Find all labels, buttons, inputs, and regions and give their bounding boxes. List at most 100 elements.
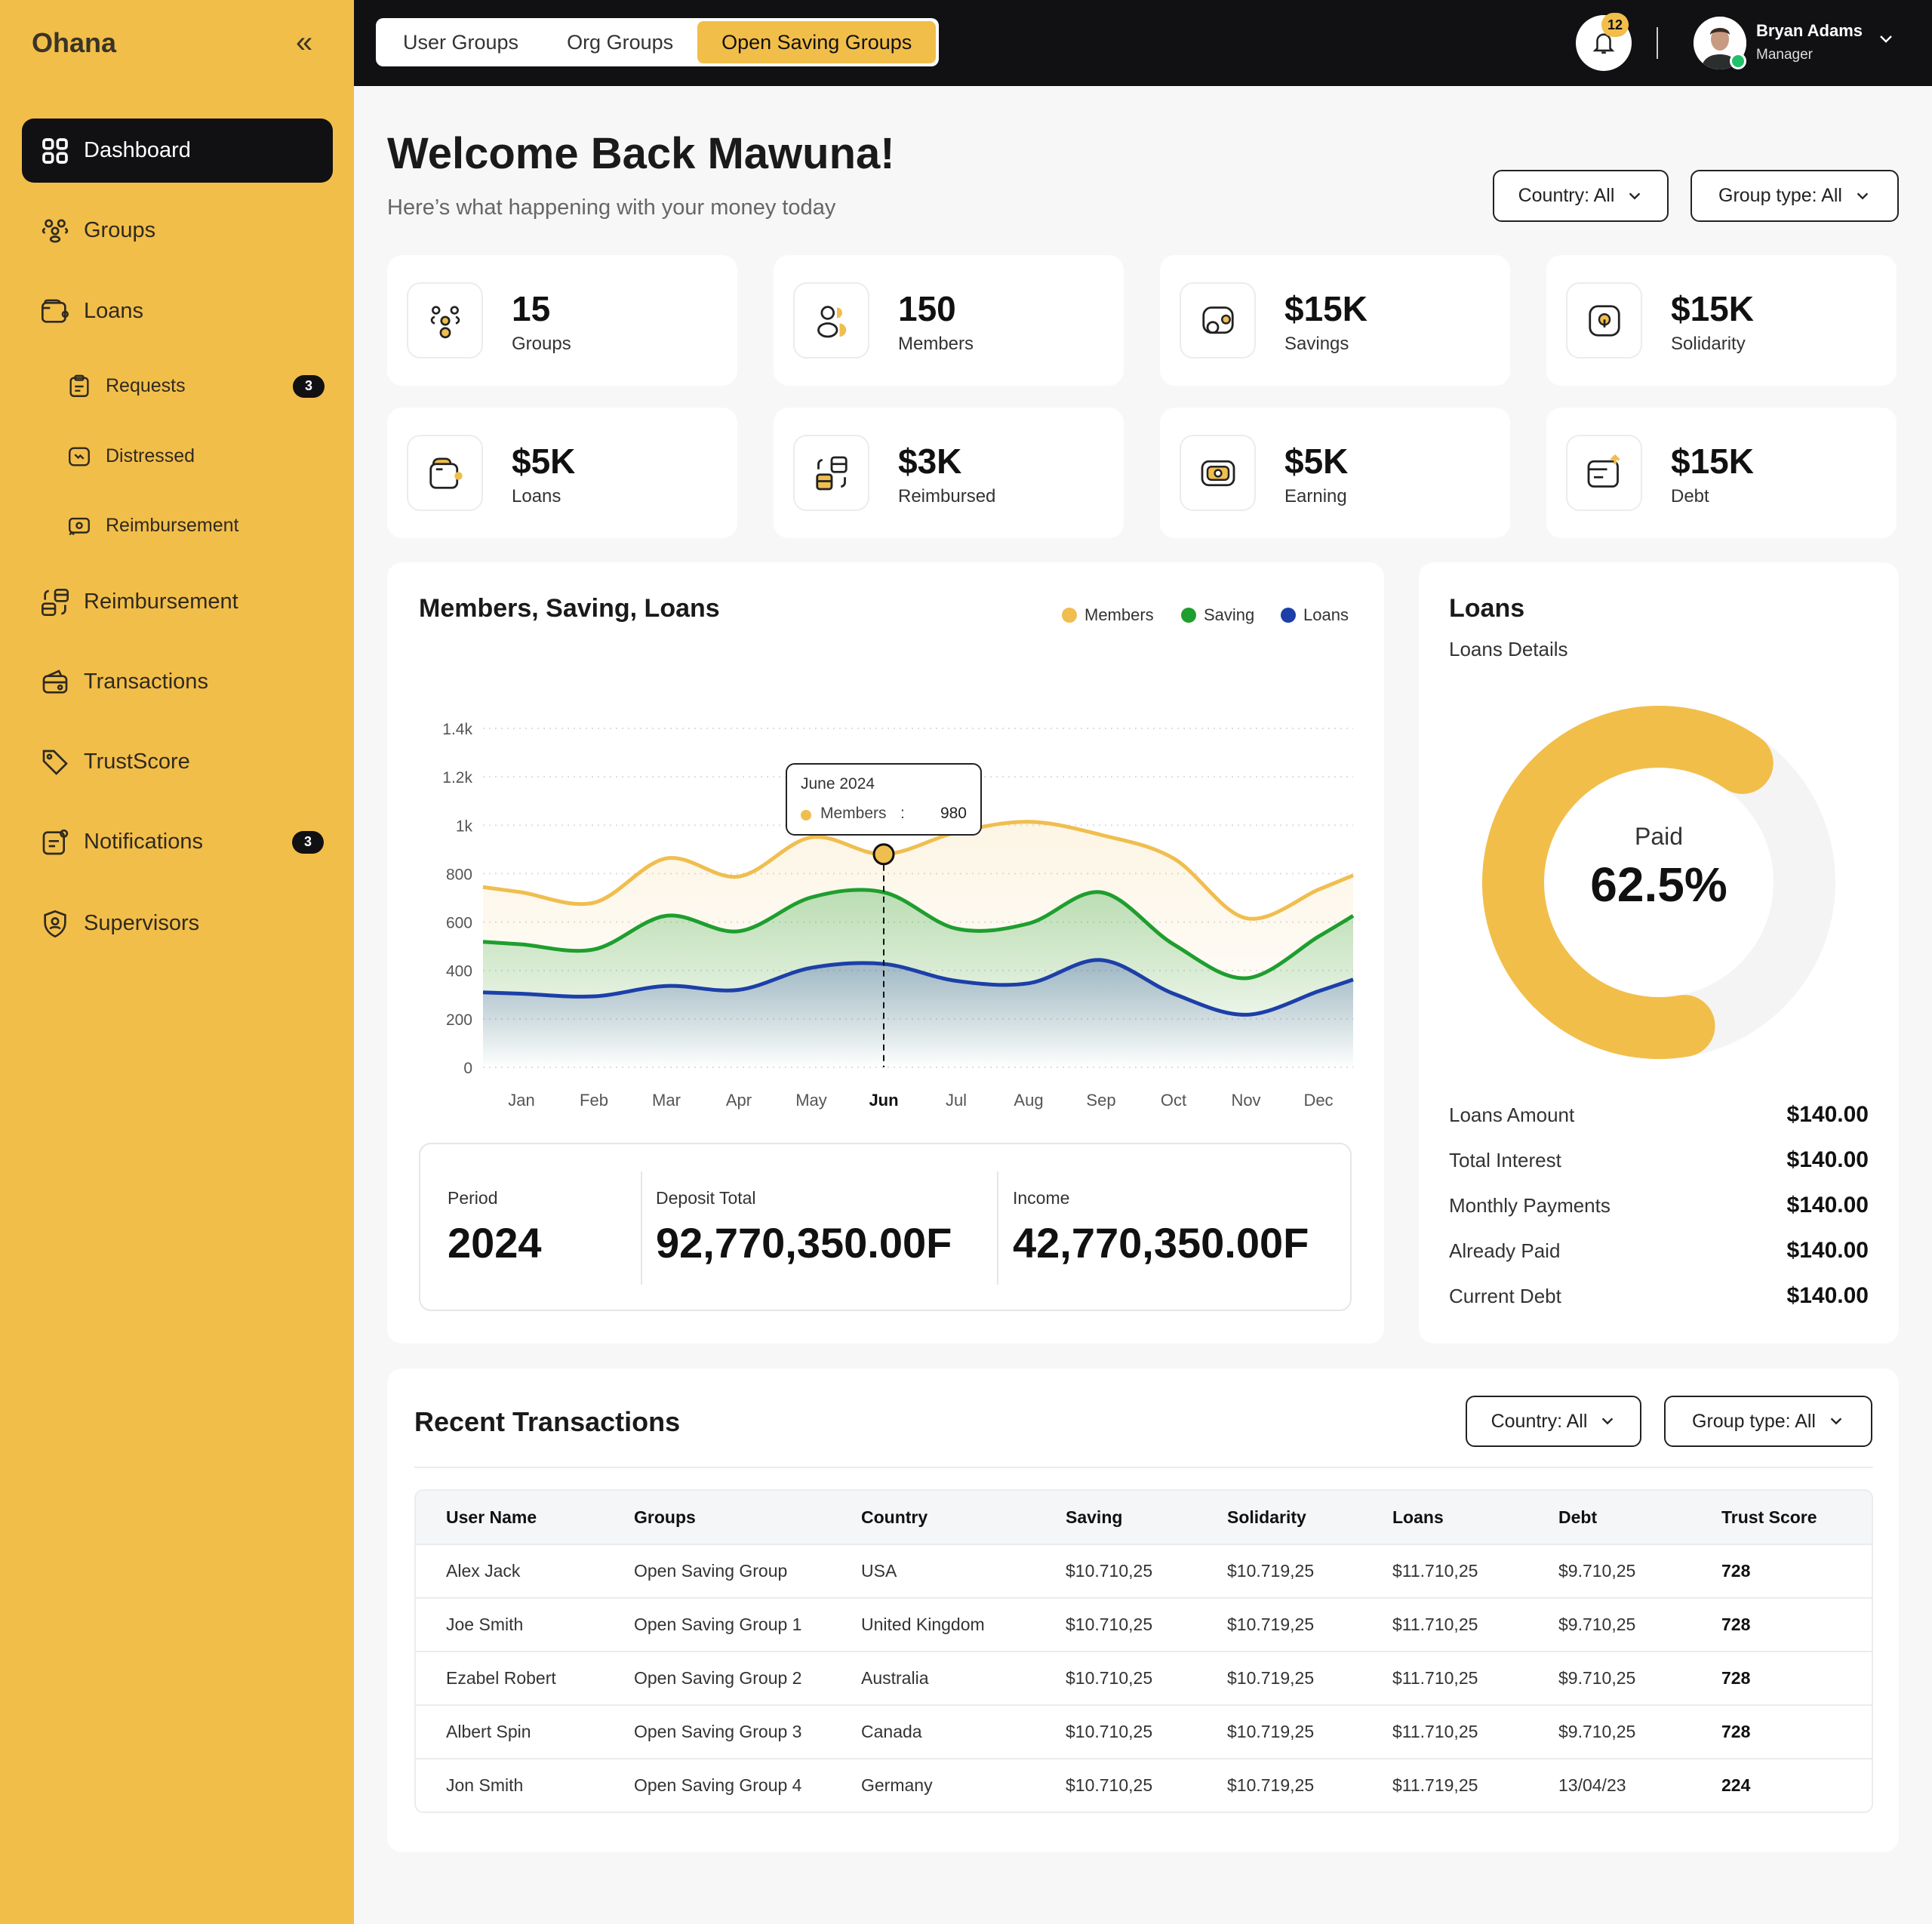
notifications-count-badge: 12 xyxy=(1601,13,1629,37)
collapse-sidebar-icon[interactable]: « xyxy=(296,26,313,59)
column-header[interactable]: Loans xyxy=(1392,1491,1558,1544)
table-cell-groups: Open Saving Group xyxy=(634,1544,861,1597)
sidebar-item-distressed[interactable]: Distressed xyxy=(60,424,325,488)
sidebar-item-supervisors[interactable]: Supervisors xyxy=(22,891,333,956)
sidebar-item-notifications[interactable]: Notifications 3 xyxy=(22,810,333,874)
stat-card-groups: 15 Groups xyxy=(387,255,737,386)
wallet-icon xyxy=(42,299,69,323)
cash-exchange-icon xyxy=(69,517,90,535)
chart-title: Members, Saving, Loans xyxy=(419,594,720,623)
table-cell-user-name: Alex Jack xyxy=(416,1544,634,1597)
chevron-down-icon[interactable] xyxy=(1877,30,1895,48)
sidebar-item-requests[interactable]: Requests 3 xyxy=(60,354,325,418)
stat-label: Groups xyxy=(512,334,571,354)
stat-icon-box xyxy=(1180,282,1256,359)
tab-user-groups[interactable]: User Groups xyxy=(403,30,519,54)
sidebar-item-loan-reimbursement[interactable]: Reimbursement xyxy=(60,494,325,558)
stat-value: $5K xyxy=(512,442,576,481)
sidebar-item-dashboard[interactable]: Dashboard xyxy=(22,119,333,183)
column-header[interactable]: Debt xyxy=(1558,1491,1721,1544)
table-row[interactable]: Alex Jack Open Saving Group USA $10.710,25 $… xyxy=(416,1544,1872,1597)
group-type-filter-label: Group type: All xyxy=(1718,185,1842,206)
chevron-down-icon xyxy=(1629,192,1641,199)
cash-icon xyxy=(1201,460,1235,486)
tab-org-groups[interactable]: Org Groups xyxy=(567,30,674,54)
table-row[interactable]: Albert Spin Open Saving Group 3 Canada $10.… xyxy=(416,1704,1872,1758)
line-chart: 0 200 400 600 800 1k 1.2k 1.4k Jan Feb Mar Apr May Ju… xyxy=(442,721,1355,1110)
stat-value: $5K xyxy=(1284,442,1349,481)
divider xyxy=(641,1171,642,1285)
table-row[interactable]: Jon Smith Open Saving Group 4 Germany $10.7… xyxy=(416,1758,1872,1812)
group-type-filter-label: Group type: All xyxy=(1692,1410,1816,1432)
group-type-filter[interactable]: Group type: All xyxy=(1690,170,1899,222)
x-tick-label: Aug xyxy=(1014,1091,1043,1110)
sidebar-item-transactions[interactable]: Transactions xyxy=(22,650,333,714)
savings-icon xyxy=(1201,306,1234,334)
loan-detail-label: Already Paid xyxy=(1449,1239,1561,1262)
legend-dot xyxy=(1181,608,1196,623)
table-cell-trust-score: 224 xyxy=(1721,1758,1872,1812)
stat-card-reimbursed: $3K Reimbursed xyxy=(774,408,1124,538)
sidebar-item-reimbursement[interactable]: Reimbursement xyxy=(22,570,333,634)
transactions-group-type-filter[interactable]: Group type: All xyxy=(1664,1396,1872,1447)
transactions-card: Recent Transactions Country: All Group t… xyxy=(387,1368,1899,1852)
user-shield-icon xyxy=(44,910,66,937)
user-role: Manager xyxy=(1756,47,1813,63)
country-filter[interactable]: Country: All xyxy=(1493,170,1669,222)
legend-label: Members xyxy=(1084,605,1154,624)
stat-value: $15K xyxy=(1671,442,1754,481)
divider xyxy=(997,1171,998,1285)
loan-detail-value: $140.00 xyxy=(1786,1147,1869,1172)
summary-value: 42,770,350.00F xyxy=(1013,1219,1309,1267)
table-cell-saving: $10.710,25 xyxy=(1066,1651,1227,1704)
x-tick-label: Nov xyxy=(1231,1091,1260,1110)
loan-detail-value: $140.00 xyxy=(1786,1283,1869,1308)
stat-value: $3K xyxy=(898,442,962,481)
sidebar-item-label: Dashboard xyxy=(84,138,191,162)
sidebar-item-groups[interactable]: Groups xyxy=(22,199,333,263)
column-header[interactable]: Trust Score xyxy=(1721,1491,1872,1544)
tooltip-title: June 2024 xyxy=(801,775,875,793)
stat-card-members: 150 Members xyxy=(774,255,1124,386)
sidebar-item-loans[interactable]: Loans xyxy=(22,279,333,343)
x-tick-label: Jul xyxy=(946,1091,967,1110)
table-cell-trust-score: 728 xyxy=(1721,1544,1872,1597)
y-tick-label: 800 xyxy=(446,866,472,883)
transactions-country-filter[interactable]: Country: All xyxy=(1466,1396,1641,1447)
table-cell-saving: $10.710,25 xyxy=(1066,1544,1227,1597)
tab-open-saving-groups[interactable]: Open Saving Groups xyxy=(697,21,937,63)
stat-value: 150 xyxy=(898,289,956,328)
loans-card: Loans Loans Details Paid 62.5% Loans Amo… xyxy=(1419,562,1899,1344)
wallet-icon xyxy=(429,457,463,489)
stat-label: Members xyxy=(898,334,974,354)
loan-detail-label: Loans Amount xyxy=(1449,1103,1575,1126)
legend-label: Saving xyxy=(1204,605,1255,624)
table-cell-loans: $11.719,25 xyxy=(1392,1758,1558,1812)
legend-label: Loans xyxy=(1303,605,1349,624)
column-header[interactable]: Country xyxy=(861,1491,1066,1544)
clipboard-icon xyxy=(69,374,89,397)
table-row[interactable]: Joe Smith Open Saving Group 1 United Kingd… xyxy=(416,1597,1872,1651)
stat-value: 15 xyxy=(512,289,551,328)
column-header[interactable]: Saving xyxy=(1066,1491,1227,1544)
table-cell-user-name: Ezabel Robert xyxy=(416,1651,634,1704)
legend-dot xyxy=(1281,608,1296,623)
column-header[interactable]: Groups xyxy=(634,1491,861,1544)
sidebar-item-label: Supervisors xyxy=(84,911,200,935)
table-cell-trust-score: 728 xyxy=(1721,1651,1872,1704)
table-cell-debt: $9.710,25 xyxy=(1558,1597,1721,1651)
summary-label: Income xyxy=(1013,1188,1070,1208)
stat-label: Debt xyxy=(1671,486,1709,506)
loan-detail-label: Monthly Payments xyxy=(1449,1193,1611,1217)
highlight-point[interactable] xyxy=(872,843,895,866)
donut-paid-arc xyxy=(1482,706,1774,1059)
chart-card: Members, Saving, Loans Members Saving Lo… xyxy=(387,562,1384,1344)
sidebar-item-trustscore[interactable]: TrustScore xyxy=(22,730,333,794)
table-cell-trust-score: 728 xyxy=(1721,1704,1872,1758)
column-header[interactable]: Solidarity xyxy=(1227,1491,1392,1544)
table-header-row: User Name Groups Country Saving Solidarity Lo… xyxy=(416,1491,1872,1544)
table-row[interactable]: Ezabel Robert Open Saving Group 2 Australi… xyxy=(416,1651,1872,1704)
column-header[interactable]: User Name xyxy=(416,1491,634,1544)
table-cell-debt: 13/04/23 xyxy=(1558,1758,1721,1812)
y-tick-label: 600 xyxy=(446,915,472,932)
